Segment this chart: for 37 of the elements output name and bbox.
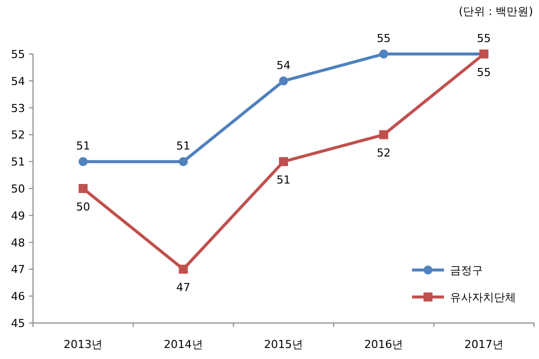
y-tick-label: 47 [11,263,25,276]
y-tick-label: 50 [11,182,25,196]
data-label: 55 [476,66,491,79]
point [379,130,388,140]
point [178,157,188,166]
point [379,50,388,58]
data-label: 55 [376,32,391,45]
x-tick-label: 2017년 [464,338,504,351]
x-tick-label: 2016년 [364,338,404,351]
point [279,76,288,86]
y-tick-label: 53 [11,102,25,115]
y-tick-label: 52 [11,128,25,142]
y-tick-label: 54 [11,74,25,88]
data-label: 50 [76,200,90,214]
point [78,157,88,166]
y-tick-label: 49 [11,209,25,222]
point [178,264,188,274]
y-tick-label: 46 [11,290,25,304]
x-tick-label: 2014년 [164,338,203,351]
legend-label: 유사자치단체 [450,291,516,304]
y-tick-label: 51 [11,156,25,169]
x-tick-label: 2013년 [64,338,103,351]
x-tick-label: 2015년 [264,338,303,351]
text: (단위 : 백만원) [458,5,533,18]
data-label: 51 [276,174,290,187]
legend-label: 금정구 [450,264,483,277]
data-label: 55 [476,32,491,45]
data-label: 47 [176,281,190,294]
data-label: 51 [76,140,90,153]
data-label: 54 [276,58,290,72]
data-label: 52 [376,146,391,160]
y-tick-label: 45 [11,317,25,330]
data-label: 51 [176,140,190,153]
point [78,184,88,193]
point [279,157,288,166]
y-tick-label: 48 [11,236,25,250]
y-tick-label: 55 [11,48,25,61]
